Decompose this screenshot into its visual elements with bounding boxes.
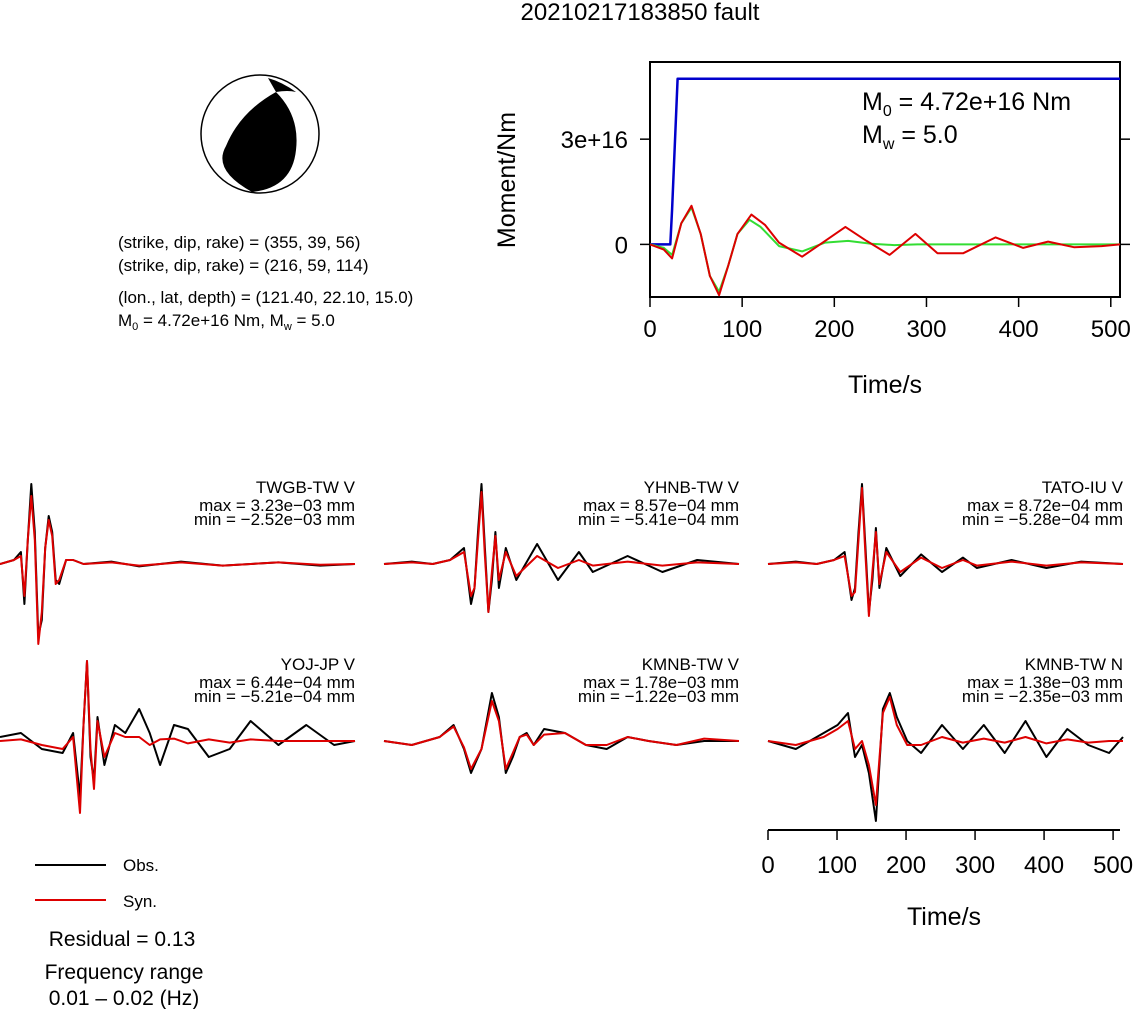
min-amplitude: min = −2.35e−03 mm: [962, 687, 1123, 706]
magnitude-summary: M0 = 4.72e+16 Nm, Mw = 5.0: [118, 311, 335, 333]
waveform-xtick-label: 0: [761, 852, 774, 879]
moment-series-red: [649, 204, 1121, 297]
synthetic-trace: [383, 491, 740, 613]
station-label: YHNB-TW V: [644, 478, 740, 497]
waveform-xlabel: Time/s: [907, 903, 981, 931]
frequency-range-title: Frequency range: [45, 961, 204, 984]
moment-ytick-label: 3e+16: [561, 127, 628, 154]
max-amplitude: max = 8.57e−04 mm: [583, 496, 739, 515]
min-amplitude: min = −5.41e−04 mm: [578, 510, 739, 529]
synthetic-trace: [767, 487, 1124, 617]
moment-plot-frame: [649, 61, 1121, 298]
min-amplitude: min = −1.22e−03 mm: [578, 687, 739, 706]
legend-obs-label: Obs.: [123, 856, 159, 875]
frequency-range-value: 0.01 – 0.02 (Hz): [49, 987, 200, 1009]
min-amplitude: min = −2.52e−03 mm: [194, 510, 355, 529]
focal-mechanism-beachball: [200, 74, 320, 194]
nodal-plane-2: (strike, dip, rake) = (216, 59, 114): [118, 256, 369, 275]
station-label: YOJ-JP V: [281, 655, 356, 674]
legend: Obs. Syn. Residual = 0.13 Frequency rang…: [35, 856, 203, 1009]
station-label: KMNB-TW V: [642, 655, 740, 674]
waveform-xtick-label: 100: [817, 852, 857, 879]
observed-trace: [767, 692, 1124, 822]
max-amplitude: max = 1.38e−03 mm: [967, 673, 1123, 692]
waveform-xtick-label: 400: [1024, 852, 1064, 879]
max-amplitude: max = 1.78e−03 mm: [583, 673, 739, 692]
moment-ytick-label: 0: [615, 232, 628, 259]
max-amplitude: max = 6.44e−04 mm: [199, 673, 355, 692]
moment-ylabel: Moment/Nm: [493, 112, 521, 248]
station-label: TATO-IU V: [1042, 478, 1124, 497]
moment-xlabel: Time/s: [848, 371, 922, 399]
moment-xtick-label: 200: [814, 316, 854, 343]
moment-xtick-label: 100: [722, 316, 762, 343]
min-amplitude: min = −5.21e−04 mm: [194, 687, 355, 706]
moment-m0-annotation: M0 = 4.72e+16 Nm: [862, 88, 1071, 120]
moment-xtick-label: 0: [643, 316, 656, 343]
station-label: KMNB-TW N: [1025, 655, 1123, 674]
hypocenter: (lon., lat, depth) = (121.40, 22.10, 15.…: [118, 288, 413, 307]
waveform-xtick-label: 500: [1093, 852, 1133, 879]
legend-syn-label: Syn.: [123, 892, 157, 911]
moment-xtick-label: 500: [1091, 316, 1131, 343]
moment-xtick-label: 300: [906, 316, 946, 343]
moment-series-cumulative: [650, 77, 1120, 246]
nodal-plane-1: (strike, dip, rake) = (355, 39, 56): [118, 233, 360, 252]
synthetic-trace: [383, 700, 740, 770]
residual-label: Residual = 0.13: [49, 928, 196, 951]
max-amplitude: max = 3.23e−03 mm: [199, 496, 355, 515]
waveform-time-axis: Time/s 0 100 200 300 400 500: [761, 829, 1133, 931]
moment-xtick-label: 400: [999, 316, 1039, 343]
synthetic-trace: [767, 696, 1123, 806]
max-amplitude: max = 8.72e−04 mm: [967, 496, 1123, 515]
waveform-xtick-label: 300: [955, 852, 995, 879]
min-amplitude: min = −5.28e−04 mm: [962, 510, 1123, 529]
page-title: 20210217183850 fault: [521, 0, 760, 26]
station-label: TWGB-TW V: [256, 478, 356, 497]
waveform-xtick-label: 200: [886, 852, 926, 879]
moment-mw-annotation: Mw = 5.0: [862, 121, 958, 153]
synthetic-trace: [0, 495, 356, 645]
moment-series-green: [649, 206, 1120, 293]
synthetic-trace: [0, 660, 355, 814]
